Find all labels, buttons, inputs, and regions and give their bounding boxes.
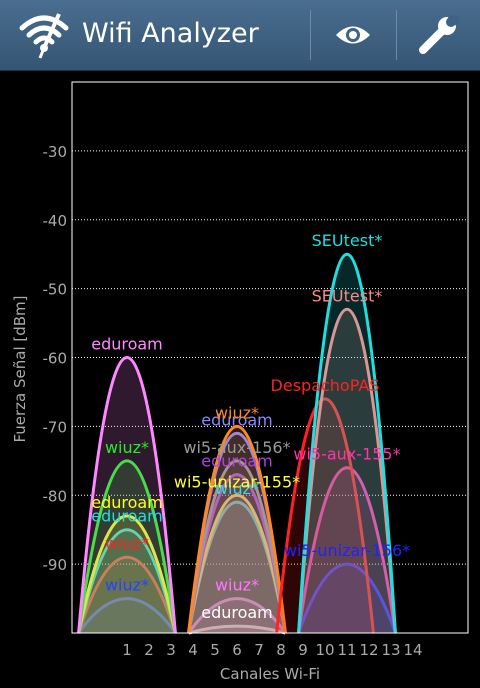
signal-curve <box>77 459 177 634</box>
plot-border <box>71 81 469 634</box>
x-tick-label: 8 <box>276 641 286 659</box>
x-axis-label: Canales Wi-Fi <box>220 665 320 683</box>
y-tick-label: -90 <box>43 556 68 574</box>
wrench-icon <box>419 15 460 54</box>
network-label: wiuz* <box>215 479 259 498</box>
x-tick-label: 6 <box>232 641 242 659</box>
y-tick-label: -60 <box>43 350 68 368</box>
x-tick-label: 4 <box>188 641 198 659</box>
x-tick-label: 9 <box>298 641 308 659</box>
y-tick-label: -40 <box>43 212 68 230</box>
x-tick-label: 14 <box>403 641 422 659</box>
x-tick-label: 5 <box>210 641 220 659</box>
network-label: wi5-aux-155* <box>293 445 400 464</box>
x-tick-label: 1 <box>122 641 132 659</box>
signal-curve <box>297 466 397 634</box>
signal-curve <box>275 397 375 634</box>
y-axis-label: Fuerza Señal [dBm] <box>11 295 29 442</box>
tools-button[interactable] <box>403 10 473 60</box>
y-tick-label: -70 <box>43 418 68 436</box>
signal-curve <box>77 597 177 634</box>
action-divider <box>396 10 397 60</box>
view-button[interactable] <box>318 10 388 60</box>
signal-curve <box>297 562 397 634</box>
network-label: DespachoPAS <box>271 376 380 395</box>
y-tick-label: -30 <box>43 143 68 161</box>
network-label: wiuz* <box>105 534 149 553</box>
eye-icon <box>336 26 370 44</box>
network-label: SEUtest* <box>312 231 383 250</box>
network-label: wi5-unizar-155* <box>174 472 300 491</box>
network-label: wiuz* <box>215 576 259 595</box>
signal-curve <box>77 356 177 634</box>
action-divider <box>310 10 311 60</box>
network-label: wi5-aux-156* <box>183 438 290 457</box>
network-label: wi5-unizar-156* <box>284 541 410 560</box>
network-label: wiuz* <box>105 438 149 457</box>
network-label: eduroam <box>91 493 163 512</box>
signal-curve <box>187 425 287 634</box>
x-tick-label: 13 <box>381 641 400 659</box>
x-tick-label: 3 <box>166 641 176 659</box>
network-label: eduroam <box>91 335 163 354</box>
y-tick-label: -80 <box>43 487 68 505</box>
signal-curve <box>77 555 177 634</box>
network-label: wiuz* <box>215 403 259 422</box>
network-label: eduroam <box>201 452 273 471</box>
app-title: Wifi Analyzer <box>82 18 259 49</box>
signal-curve <box>297 253 397 634</box>
network-label: eduroam <box>201 603 273 622</box>
y-tick-label: -50 <box>43 281 68 299</box>
action-bar: Wifi Analyzer <box>0 0 480 71</box>
network-label: eduroam <box>91 507 163 526</box>
network-label: wiuz* <box>105 576 149 595</box>
signal-curve <box>297 307 397 634</box>
x-tick-label: 12 <box>359 641 378 659</box>
network-label: eduroam <box>201 410 273 429</box>
signal-curve <box>187 597 287 634</box>
signal-curve <box>77 528 177 634</box>
signal-curve <box>187 459 287 634</box>
signal-curve <box>77 514 177 634</box>
x-tick-label: 11 <box>337 641 356 659</box>
x-tick-label: 10 <box>315 641 334 659</box>
chart-area: eduroam wiuz* wiuz* wi5-unizar-156* wiuz* edu… <box>0 71 480 684</box>
signal-curve <box>187 494 287 634</box>
network-label: SEUtest* <box>312 286 383 305</box>
x-tick-label: 7 <box>254 641 264 659</box>
x-tick-label: 2 <box>144 641 154 659</box>
wifi-antenna-icon[interactable] <box>18 10 70 60</box>
